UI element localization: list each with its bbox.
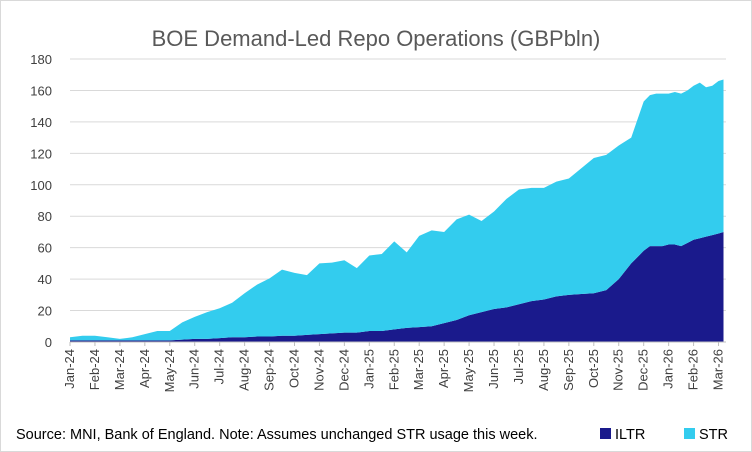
x-tick-label: Nov-24 xyxy=(311,349,326,391)
x-tick-label: Apr-25 xyxy=(436,349,451,388)
x-tick-label: Apr-24 xyxy=(137,349,152,388)
y-tick-label: 40 xyxy=(38,272,52,287)
x-tick-label: Mar-25 xyxy=(411,349,426,390)
x-tick-label: Oct-25 xyxy=(586,349,601,388)
x-tick-label: May-24 xyxy=(162,349,177,392)
y-tick-label: 120 xyxy=(30,146,52,161)
legend: ILTR STR xyxy=(600,427,728,443)
y-axis-ticks: 0 20 40 60 80 100 120 140 160 180 xyxy=(30,52,52,350)
x-tick-label: Oct-24 xyxy=(286,349,301,388)
x-tick-label: Nov-25 xyxy=(611,349,626,391)
legend-label: ILTR xyxy=(615,427,645,443)
legend-swatch xyxy=(600,428,611,439)
y-tick-label: 180 xyxy=(30,52,52,67)
legend-swatch xyxy=(684,428,695,439)
y-tick-label: 100 xyxy=(30,178,52,193)
x-tick-label: Feb-26 xyxy=(686,349,701,390)
x-tick-label: Sep-25 xyxy=(561,349,576,391)
x-tick-label: Sep-24 xyxy=(262,349,277,391)
x-tick-label: Aug-25 xyxy=(536,349,551,391)
x-tick-label: Feb-25 xyxy=(386,349,401,390)
x-tick-label: Mar-26 xyxy=(711,349,726,390)
series-area-str xyxy=(70,79,724,341)
x-axis-ticks: Jan-24 Feb-24 Mar-24 Apr-24 May-24 Jun-24 Jul-… xyxy=(62,342,726,392)
x-tick-label: Jul-25 xyxy=(511,349,526,384)
x-tick-label: Jun-25 xyxy=(486,349,501,389)
x-tick-label: Dec-24 xyxy=(336,349,351,391)
source-note: Source: MNI, Bank of England. Note: Assu… xyxy=(16,427,537,443)
x-tick-label: May-25 xyxy=(461,349,476,392)
y-tick-label: 60 xyxy=(38,241,52,256)
x-tick-label: Feb-24 xyxy=(87,349,102,390)
y-tick-label: 20 xyxy=(38,304,52,319)
y-tick-label: 80 xyxy=(38,209,52,224)
chart-title: BOE Demand-Led Repo Operations (GBPbln) xyxy=(152,26,601,51)
x-tick-label: Dec-25 xyxy=(636,349,651,391)
x-tick-label: Jan-24 xyxy=(62,349,77,389)
y-tick-label: 140 xyxy=(30,115,52,130)
plot-areas xyxy=(70,79,724,342)
x-tick-label: Jan-25 xyxy=(361,349,376,389)
x-tick-label: Mar-24 xyxy=(112,349,127,390)
x-tick-label: Aug-24 xyxy=(237,349,252,391)
series-area-iltr xyxy=(70,231,724,342)
x-tick-label: Jun-24 xyxy=(187,349,202,389)
x-tick-label: Jul-24 xyxy=(212,349,227,384)
x-tick-label: Jan-26 xyxy=(661,349,676,389)
y-tick-label: 0 xyxy=(45,335,52,350)
y-tick-label: 160 xyxy=(30,83,52,98)
legend-label: STR xyxy=(699,427,728,443)
